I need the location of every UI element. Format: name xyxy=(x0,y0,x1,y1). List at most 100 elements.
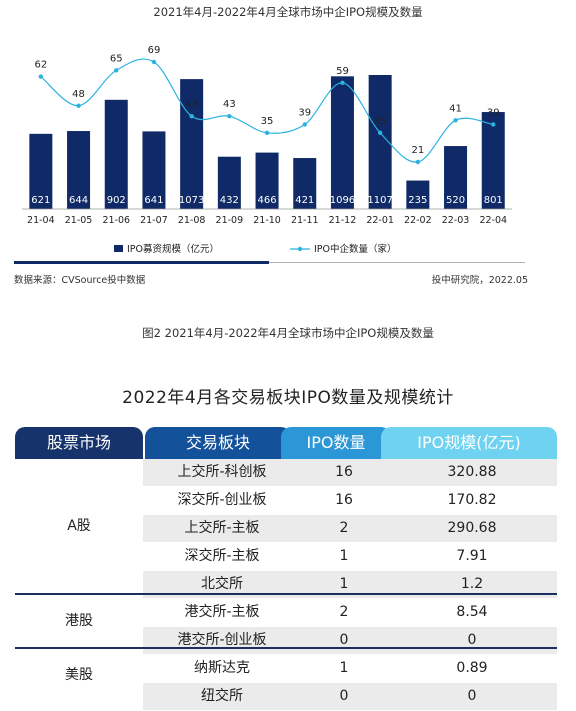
count-point xyxy=(227,113,232,119)
legend-label-line: IPO中企数量（家） xyxy=(314,243,397,255)
board-cell: 港交所-主板 xyxy=(184,604,260,620)
legend-swatch-bar xyxy=(114,245,123,252)
board-cell: 上交所-科创板 xyxy=(177,464,267,480)
bar xyxy=(444,146,468,209)
board-cell: 北交所 xyxy=(201,576,243,592)
count-value-label: 43 xyxy=(223,99,236,110)
chart-title: 2021年4月-2022年4月全球市场中企IPO规模及数量 xyxy=(153,5,423,19)
x-tick-label: 22-02 xyxy=(404,215,432,226)
size-cell: 8.54 xyxy=(456,604,488,620)
bar xyxy=(368,75,392,209)
count-cell: 16 xyxy=(335,492,353,508)
bar xyxy=(104,99,128,209)
header-count: IPO数量 xyxy=(281,427,391,459)
count-cell: 0 xyxy=(339,688,349,704)
board-cell: 纳斯达克 xyxy=(194,660,250,676)
bar-value-label: 432 xyxy=(220,195,239,206)
header-market: 股票市场 xyxy=(15,427,143,459)
bar-value-label: 1096 xyxy=(330,195,355,206)
market-cell: A股 xyxy=(67,518,91,534)
header-size: IPO规模(亿元) xyxy=(381,427,557,459)
bar-value-label: 520 xyxy=(446,195,465,206)
bar xyxy=(180,79,204,209)
count-value-label: 35 xyxy=(374,116,387,127)
size-cell: 0 xyxy=(467,632,477,648)
board-cell: 上交所-主板 xyxy=(184,520,260,536)
count-cell: 0 xyxy=(339,632,349,648)
count-cell: 1 xyxy=(339,576,349,592)
data-source: 数据来源：CVSource投中数据 xyxy=(14,275,146,286)
count-point xyxy=(491,122,496,127)
count-point xyxy=(302,122,307,127)
row-background xyxy=(143,543,557,570)
bar-value-label: 621 xyxy=(31,195,50,206)
legend-swatch-line-dot xyxy=(297,246,303,252)
bar-value-label: 1073 xyxy=(179,195,204,206)
count-point xyxy=(114,68,119,73)
count-value-label: 35 xyxy=(261,116,274,127)
row-background xyxy=(143,627,557,654)
count-value-label: 41 xyxy=(449,103,462,114)
size-cell: 320.88 xyxy=(447,464,497,480)
ipo-chart: 621 21-04 644 21-05 902 21-06 641 21-07 1073 21-0… xyxy=(14,45,525,264)
x-tick-label: 21-09 xyxy=(216,215,244,226)
size-cell: 170.82 xyxy=(447,492,497,508)
bar-value-label: 235 xyxy=(408,195,427,206)
ipo-table: 股票市场 交易板块 IPO数量 IPO规模(亿元) 上交所-科创板 16 320.8… xyxy=(15,427,557,711)
count-cell: 2 xyxy=(339,520,349,536)
bar-value-label: 644 xyxy=(69,195,88,206)
x-tick-label: 21-08 xyxy=(178,215,206,226)
bar xyxy=(406,180,430,209)
bar-value-label: 902 xyxy=(107,195,126,206)
legend-label-bar: IPO募资规模（亿元） xyxy=(127,243,219,255)
x-tick-label: 22-04 xyxy=(479,215,507,226)
x-tick-label: 22-03 xyxy=(442,215,470,226)
board-cell: 深交所-主板 xyxy=(184,548,260,564)
bar xyxy=(481,112,505,209)
bar xyxy=(255,152,279,209)
table-row: 深交所-主板 1 7.91 xyxy=(15,543,557,571)
size-cell: 290.68 xyxy=(447,520,497,536)
row-background xyxy=(143,515,557,542)
row-background xyxy=(143,599,557,626)
count-cell: 16 xyxy=(335,464,353,480)
x-tick-label: 22-01 xyxy=(366,215,394,226)
bar xyxy=(217,156,241,209)
table-header: 股票市场 交易板块 IPO数量 IPO规模(亿元) xyxy=(15,427,557,459)
table-row: 港交所-创业板 0 0 xyxy=(15,627,557,655)
bar xyxy=(142,131,166,209)
row-background xyxy=(143,459,557,486)
count-point xyxy=(453,118,458,123)
count-value-label: 21 xyxy=(411,145,424,156)
credit: 投中研究院，2022.05 xyxy=(431,275,528,286)
count-value-label: 62 xyxy=(34,60,47,71)
board-cell: 深交所-创业板 xyxy=(177,492,267,508)
count-point xyxy=(340,80,345,86)
x-tick-label: 21-07 xyxy=(140,215,168,226)
footer-rule-light xyxy=(269,262,525,263)
x-tick-label: 21-06 xyxy=(102,215,130,226)
count-point xyxy=(377,130,383,136)
bar xyxy=(29,133,53,209)
count-point xyxy=(38,74,44,79)
count-value-label: 69 xyxy=(148,45,161,56)
header-board: 交易板块 xyxy=(145,427,291,459)
count-point xyxy=(76,103,81,108)
board-cell: 纽交所 xyxy=(201,688,243,704)
x-tick-label: 21-10 xyxy=(253,215,281,226)
count-value-label: 65 xyxy=(110,53,123,64)
bar xyxy=(330,76,354,209)
x-tick-label: 21-05 xyxy=(65,215,93,226)
x-tick-label: 21-11 xyxy=(291,215,319,226)
size-cell: 0.89 xyxy=(456,660,488,676)
row-background xyxy=(143,655,557,682)
count-value-label: 59 xyxy=(336,66,349,77)
count-cell: 1 xyxy=(339,548,349,564)
footer-rule-dark xyxy=(14,261,269,264)
bar-value-label: 1107 xyxy=(367,195,392,206)
x-tick-label: 21-04 xyxy=(27,215,55,226)
bar-value-label: 466 xyxy=(258,195,277,206)
count-value-label: 48 xyxy=(72,89,85,100)
size-cell: 7.91 xyxy=(456,548,488,564)
count-point xyxy=(151,59,157,65)
